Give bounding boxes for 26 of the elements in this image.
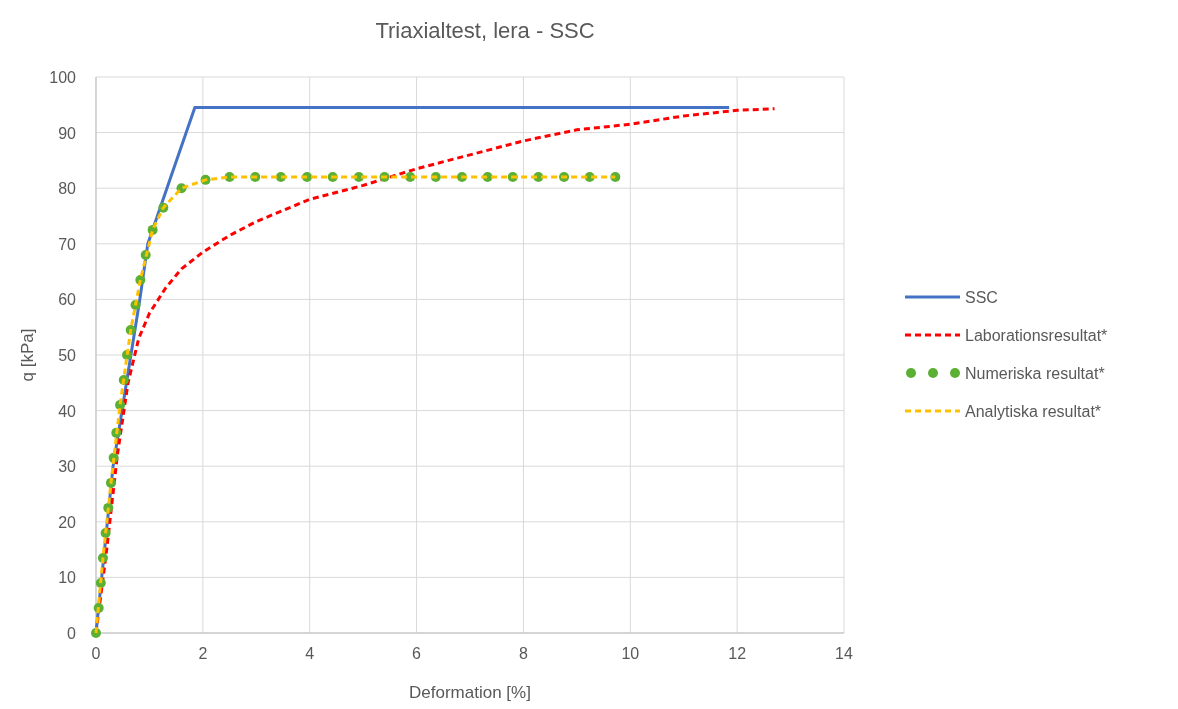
x-tick-label: 2	[198, 645, 208, 662]
chart-title: Triaxialtest, lera - SSC	[375, 18, 595, 43]
y-tick-label: 20	[58, 513, 77, 531]
x-tick-label: 4	[305, 645, 315, 662]
y-tick-label: 10	[58, 569, 77, 587]
y-axis-title: q [kPa]	[18, 328, 37, 382]
y-tick-label: 40	[58, 402, 77, 420]
y-tick-label: 50	[58, 347, 77, 364]
x-tick-label: 12	[728, 645, 747, 662]
legend-label: Laborationsresultat*	[965, 327, 1108, 344]
y-tick-label: 90	[58, 124, 77, 142]
x-tick-label: 14	[835, 645, 853, 662]
y-tick-label: 70	[58, 235, 77, 253]
y-tick-label: 100	[49, 69, 77, 86]
legend-label: Numeriska resultat*	[965, 365, 1105, 382]
y-tick-label: 30	[58, 458, 77, 476]
y-tick-label: 80	[58, 180, 77, 198]
x-tick-label: 6	[412, 645, 422, 662]
x-tick-label: 0	[91, 645, 101, 662]
y-tick-label: 60	[58, 291, 77, 309]
x-tick-label: 10	[621, 645, 640, 662]
legend-label: Analytiska resultat*	[965, 403, 1102, 420]
x-axis-title: Deformation [%]	[409, 683, 531, 702]
legend-label: SSC	[965, 289, 998, 306]
y-tick-label: 0	[67, 625, 77, 642]
x-tick-label: 8	[518, 645, 528, 662]
